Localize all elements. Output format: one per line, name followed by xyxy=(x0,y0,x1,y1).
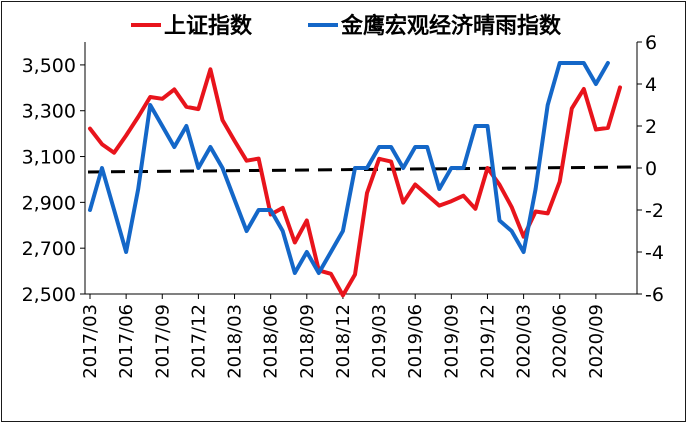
y-left-tick-label: 2,900 xyxy=(22,192,76,214)
legend-label: 上证指数 xyxy=(164,13,253,39)
x-tick-label: 2019/12 xyxy=(477,304,498,379)
y-right-tick-label: 4 xyxy=(645,74,657,96)
x-tick-label: 2018/03 xyxy=(225,304,246,379)
y-left-tick-label: 2,700 xyxy=(22,238,76,260)
x-tick-label: 2018/09 xyxy=(297,304,318,379)
x-tick-label: 2019/09 xyxy=(441,304,462,379)
x-tick-label: 2017/03 xyxy=(80,304,101,379)
series-line-shanghai-index xyxy=(88,67,622,298)
y-left-tick-label: 3,300 xyxy=(22,101,76,123)
x-tick-label: 2020/03 xyxy=(514,304,535,379)
y-left-tick-label: 2,500 xyxy=(22,284,76,306)
x-tick-label: 2019/03 xyxy=(369,304,390,379)
y-right-tick-label: -2 xyxy=(645,200,664,222)
x-tick-label: 2017/06 xyxy=(116,304,137,379)
y-left-tick-label: 3,100 xyxy=(22,147,76,169)
x-tick-label: 2017/09 xyxy=(152,304,173,379)
y-right-tick-label: 2 xyxy=(645,116,657,138)
legend-label: 金鹰宏观经济晴雨指数 xyxy=(340,13,562,39)
x-tick-label: 2018/06 xyxy=(261,304,282,379)
x-tick-label: 2019/06 xyxy=(405,304,426,379)
y-right-tick-label: 0 xyxy=(645,158,657,180)
x-tick-label: 2017/12 xyxy=(188,304,209,379)
y-right-tick-label: -6 xyxy=(645,284,664,306)
x-tick-label: 2020/06 xyxy=(550,304,571,379)
series-line-jinying-macro-index xyxy=(88,61,610,275)
x-tick-label: 2020/09 xyxy=(586,304,607,379)
y-left-tick-label: 3,500 xyxy=(22,55,76,77)
x-tick-label: 2018/12 xyxy=(333,304,354,379)
y-right-tick-label: -4 xyxy=(645,242,664,264)
y-right-tick-label: 6 xyxy=(645,32,657,54)
